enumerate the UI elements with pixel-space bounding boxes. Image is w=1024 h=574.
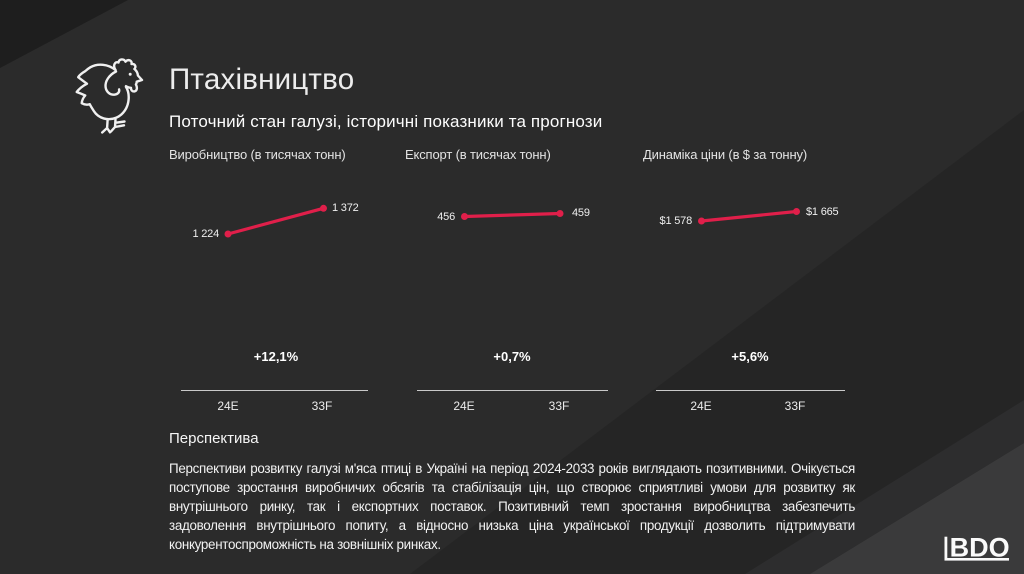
svg-text:BDO: BDO [950, 533, 1010, 563]
